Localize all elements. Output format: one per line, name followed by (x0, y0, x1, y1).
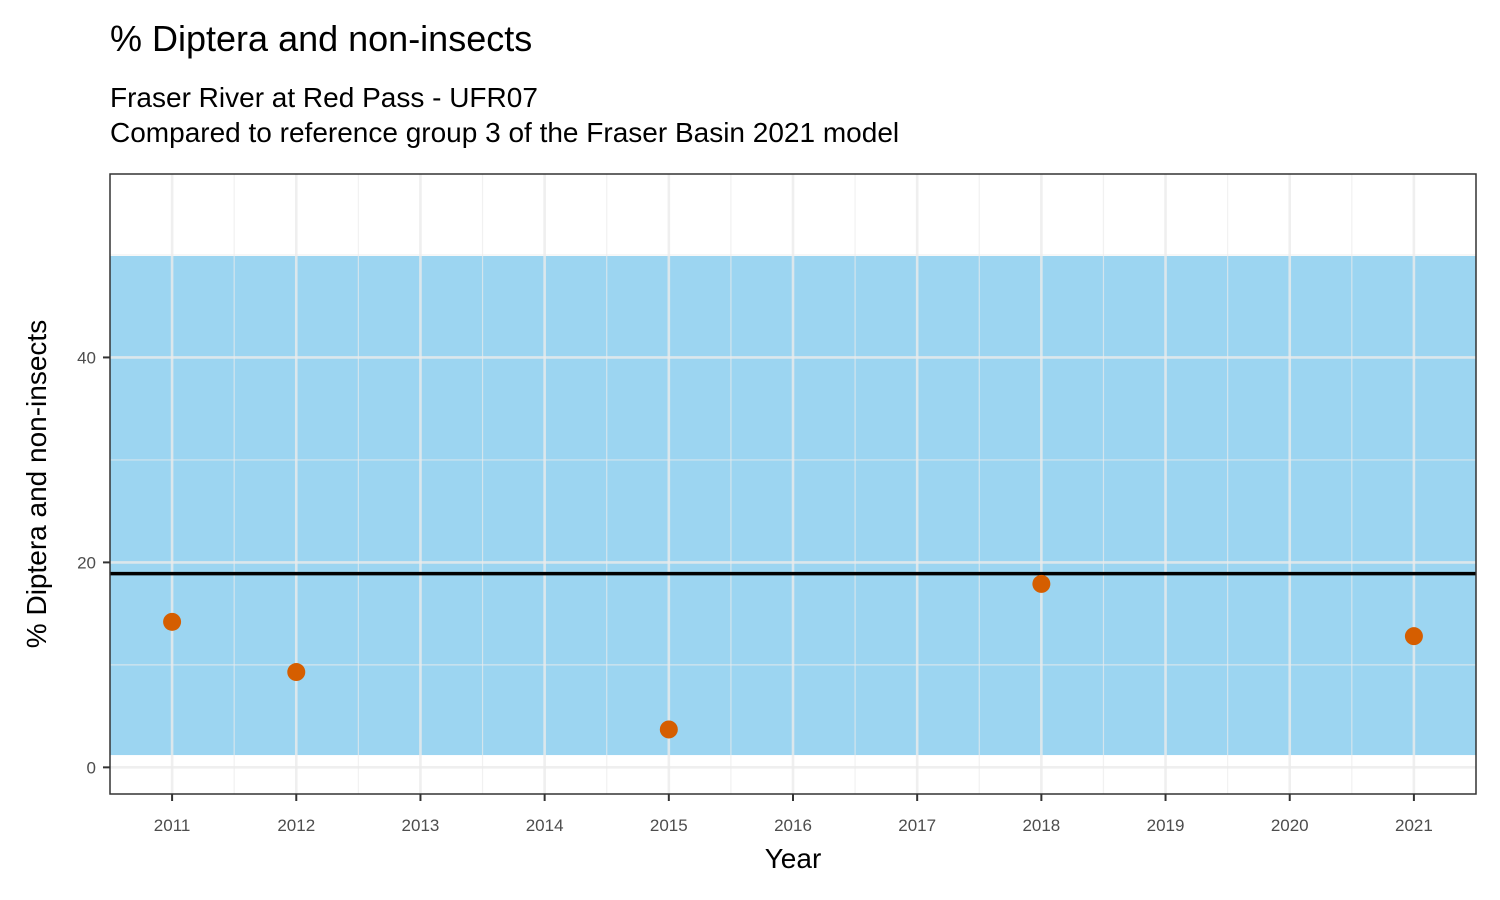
data-point (287, 663, 306, 682)
x-tick-label: 2016 (774, 816, 812, 835)
data-point (1404, 627, 1423, 646)
y-tick-label: 40 (77, 348, 96, 367)
chart-subtitle: Fraser River at Red Pass - UFR07 Compare… (110, 80, 899, 150)
points-layer (163, 574, 1423, 739)
x-tick-label: 2015 (650, 816, 688, 835)
y-tick-label: 0 (87, 758, 96, 777)
x-tick-label: 2013 (402, 816, 440, 835)
data-point (1032, 574, 1051, 593)
chart-title: % Diptera and non-insects (110, 18, 533, 59)
subtitle-line-1: Fraser River at Red Pass - UFR07 (110, 82, 538, 113)
x-tick-label: 2021 (1395, 816, 1433, 835)
x-tick-label: 2018 (1022, 816, 1060, 835)
x-tick-label: 2020 (1271, 816, 1309, 835)
x-tick-label: 2017 (898, 816, 936, 835)
x-tick-label: 2011 (154, 816, 191, 835)
data-point (659, 720, 678, 739)
y-axis-label: % Diptera and non-insects (21, 320, 52, 648)
x-axis-label: Year (765, 843, 822, 874)
axis-layer: 2011 2012 2013 2014 2015 2016 2017 2018 2019 2020… (77, 348, 1433, 835)
x-tick-label: 2014 (526, 816, 564, 835)
grid-layer (110, 174, 1476, 794)
subtitle-line-2: Compared to reference group 3 of the Fra… (110, 117, 900, 148)
x-tick-label: 2019 (1147, 816, 1185, 835)
y-tick-label: 20 (77, 553, 96, 572)
data-point (163, 612, 182, 631)
x-tick-label: 2012 (277, 816, 315, 835)
